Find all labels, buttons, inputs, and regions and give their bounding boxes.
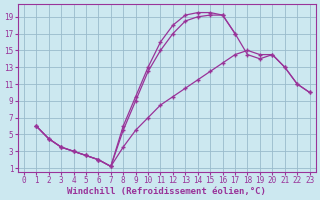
X-axis label: Windchill (Refroidissement éolien,°C): Windchill (Refroidissement éolien,°C) <box>67 187 266 196</box>
